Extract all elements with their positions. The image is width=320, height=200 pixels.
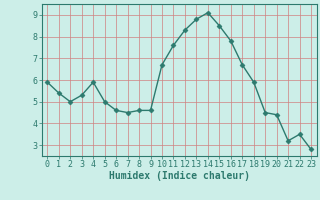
X-axis label: Humidex (Indice chaleur): Humidex (Indice chaleur) <box>109 171 250 181</box>
